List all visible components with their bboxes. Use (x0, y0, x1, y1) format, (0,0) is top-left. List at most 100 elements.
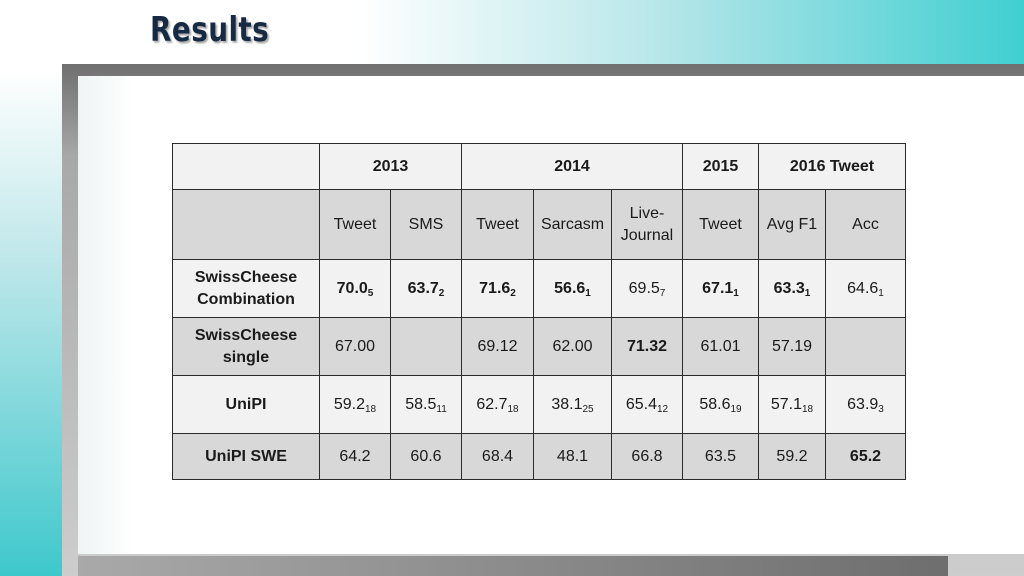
table-cell: 70.05 (319, 259, 391, 318)
rank-subscript: 1 (733, 287, 739, 299)
cell-value: 63.9 (847, 395, 879, 413)
table-cell (825, 317, 906, 376)
rank-subscript: 5 (367, 287, 374, 299)
cell-value: 71.6 (479, 279, 511, 297)
table-cell: 63.5 (682, 433, 759, 480)
cell-value: 70.0 (336, 279, 368, 297)
cell-value: 59.2 (333, 395, 365, 413)
cell-value: 66.8 (631, 447, 663, 465)
cell-value: 67.00 (334, 337, 376, 355)
row-label: SwissCheese single (172, 317, 320, 376)
table-cell: 69.57 (611, 259, 683, 318)
rank-subscript: 7 (659, 287, 666, 299)
cell-value: 69.5 (628, 279, 660, 297)
cell-value: 60.6 (410, 447, 442, 465)
table-cell: 64.2 (319, 433, 391, 480)
cell-value: 58.5 (405, 395, 437, 413)
cell-value: 62.7 (476, 395, 508, 413)
rank-subscript: 2 (438, 287, 445, 299)
cell-value: 62.00 (552, 337, 593, 355)
year-header-row: 2013 2014 2015 2016 Tweet (172, 143, 906, 190)
table-row: SwissCheese Combination 70.05 63.72 71.62 56… (172, 259, 906, 318)
corner-cell (172, 143, 320, 190)
cell-value: 64.2 (339, 447, 371, 465)
cell-value: 57.1 (770, 395, 802, 413)
row-label: SwissCheese Combination (172, 259, 320, 318)
column-header: Acc (825, 189, 906, 260)
bottom-bar (78, 556, 948, 576)
column-header-row: Tweet SMS Tweet Sarcasm Live- Journal Tw… (172, 189, 906, 260)
rank-subscript: 19 (730, 403, 742, 415)
table-cell: 71.32 (611, 317, 683, 376)
rank-subscript: 1 (585, 287, 591, 299)
rank-subscript: 11 (436, 403, 447, 415)
cell-value: 59.2 (776, 447, 808, 465)
cell-value: 56.6 (554, 279, 586, 297)
column-header: Tweet (461, 189, 534, 260)
cell-value: 64.6 (847, 279, 879, 297)
table-cell: 63.72 (390, 259, 462, 318)
table-cell: 59.2 (758, 433, 826, 480)
rank-subscript: 18 (365, 403, 377, 415)
table-cell (390, 317, 462, 376)
cell-value: 63.5 (704, 447, 737, 465)
rank-subscript: 1 (878, 287, 884, 299)
table-cell: 63.31 (758, 259, 826, 318)
table-cell: 61.01 (682, 317, 759, 376)
cell-value: 61.01 (700, 337, 741, 355)
year-header-2016: 2016 Tweet (758, 143, 906, 190)
table-cell: 59.218 (319, 375, 391, 434)
rank-subscript: 25 (582, 403, 594, 415)
table-cell: 58.619 (682, 375, 759, 434)
table-cell: 60.6 (390, 433, 462, 480)
table-cell: 65.2 (825, 433, 906, 480)
table-cell: 68.4 (461, 433, 534, 480)
table-cell: 64.61 (825, 259, 906, 318)
results-table: 2013 2014 2015 2016 Tweet Tweet SMS Twee… (172, 143, 906, 480)
cell-value: 63.7 (407, 279, 439, 297)
column-header: SMS (390, 189, 462, 260)
year-header-2015: 2015 (682, 143, 759, 190)
table-cell: 62.00 (533, 317, 612, 376)
corner-cell (172, 189, 320, 260)
table-cell: 69.12 (461, 317, 534, 376)
rank-subscript: 2 (510, 287, 516, 299)
cell-value: 65.4 (625, 395, 657, 413)
table-cell: 65.412 (611, 375, 683, 434)
cell-value: 57.19 (771, 337, 813, 355)
cell-value: 38.1 (551, 395, 583, 413)
column-header: Sarcasm (533, 189, 612, 260)
table-cell: 38.125 (533, 375, 612, 434)
table-row: UniPI SWE 64.2 60.6 68.4 48.1 66.8 63.5 59.2 65.… (172, 433, 906, 480)
cell-value: 69.12 (477, 337, 518, 355)
table-cell: 48.1 (533, 433, 612, 480)
cell-value: 68.4 (481, 447, 514, 465)
cell-value: 63.3 (773, 279, 805, 297)
cell-value: 58.6 (699, 395, 731, 413)
table-cell: 71.62 (461, 259, 534, 318)
table-cell: 67.00 (319, 317, 391, 376)
rank-subscript: 18 (802, 403, 814, 415)
table-cell: 57.19 (758, 317, 826, 376)
rank-subscript: 18 (507, 403, 519, 415)
row-label: UniPI (172, 375, 320, 434)
table-cell: 67.11 (682, 259, 759, 318)
table-cell: 62.718 (461, 375, 534, 434)
table-cell: 58.511 (390, 375, 462, 434)
column-header: Live- Journal (611, 189, 683, 260)
cell-value: 71.32 (626, 337, 668, 355)
table-cell: 56.61 (533, 259, 612, 318)
rank-subscript: 1 (804, 287, 811, 299)
rank-subscript: 3 (878, 403, 884, 415)
cell-value: 48.1 (556, 447, 589, 465)
table-cell: 63.93 (825, 375, 906, 434)
row-label: UniPI SWE (172, 433, 320, 480)
slide-title: Results (150, 10, 270, 50)
rank-subscript: 12 (657, 403, 669, 415)
column-header: Avg F1 (758, 189, 826, 260)
year-header-2014: 2014 (461, 143, 683, 190)
header-band (0, 0, 1024, 66)
cell-value: 65.2 (849, 447, 882, 465)
cell-value: 67.1 (702, 279, 734, 297)
column-header: Tweet (682, 189, 759, 260)
